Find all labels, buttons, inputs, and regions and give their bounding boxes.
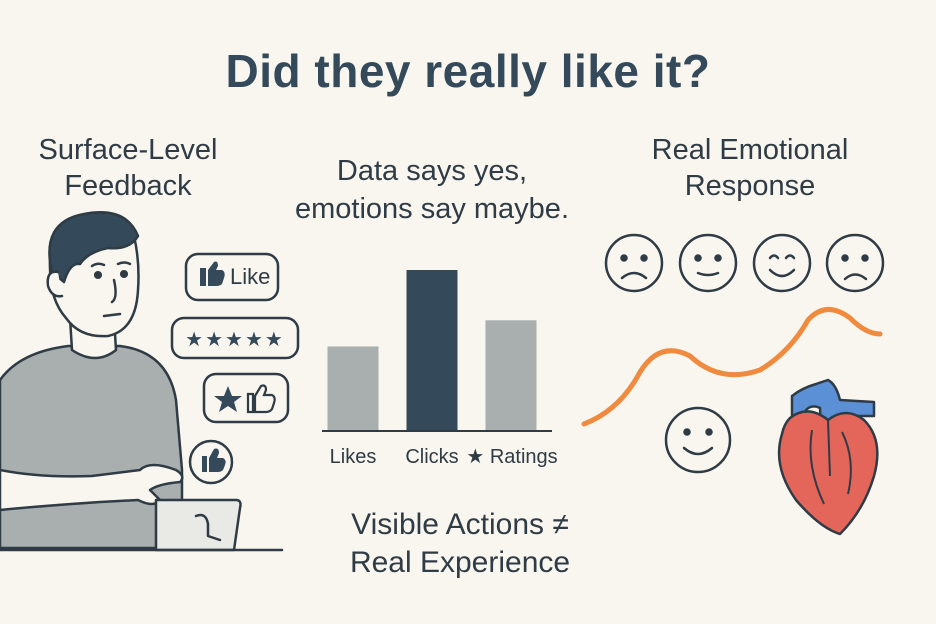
- bar-2: [485, 320, 537, 431]
- data-caption-line1: Data says yes,: [336, 155, 528, 187]
- data-caption: Data says yes, emotions say maybe.: [262, 152, 602, 228]
- surface-level-heading-line2: Feedback: [64, 170, 192, 202]
- surface-level-heading-line1: Surface-Level: [38, 134, 218, 166]
- tablet: [154, 498, 242, 552]
- sad-face-icon: [604, 233, 664, 293]
- emotional-response-heading: Real Emotional Response: [600, 132, 900, 204]
- person-nose: [110, 278, 117, 304]
- worried-face-icon: [825, 233, 885, 293]
- person-eye-left: [93, 270, 103, 280]
- bar-label-0: Likes: [330, 446, 377, 468]
- thumbs-up-icon: [200, 261, 225, 286]
- person-ear: [46, 270, 64, 298]
- happy-face-icon: [752, 233, 812, 293]
- bar-1: [406, 270, 458, 431]
- person-arm: [0, 463, 184, 512]
- person-hair: [48, 211, 140, 284]
- person-illustration: [0, 211, 284, 552]
- thumb-on-tablet: [194, 513, 222, 542]
- five-stars-badge: ★★★★★: [170, 316, 300, 360]
- like-label: Like: [230, 264, 270, 289]
- conclusion-caption: Visible Actions ≠ Real Experience: [300, 506, 620, 582]
- surface-level-heading: Surface-Level Feedback: [18, 132, 238, 204]
- neutral-face-icon: [678, 233, 738, 293]
- person-eye-right: [119, 269, 129, 279]
- data-caption-line2: emotions say maybe.: [294, 193, 569, 225]
- like-badge: Like: [184, 252, 280, 302]
- person-shirt: [0, 344, 184, 550]
- stars-icon: ★★★★★: [185, 327, 285, 351]
- emotional-response-heading-line2: Response: [684, 170, 816, 202]
- thumbs-up-outline-icon: [246, 384, 276, 414]
- heart-icon: [777, 378, 879, 536]
- bar-0: [327, 346, 379, 431]
- star-thumb-badge: [202, 372, 290, 424]
- person-brows: [90, 261, 132, 268]
- thumb-circle-badge: [188, 439, 234, 485]
- conclusion-line1: Visible Actions ≠: [351, 508, 569, 541]
- bar-label-1: Clicks: [405, 446, 458, 468]
- star-icon: [214, 386, 242, 412]
- bar-chart: Likes Clicks ★ Ratings: [322, 270, 558, 468]
- smiling-face-icon: [664, 406, 732, 474]
- bar-label-2: ★ Ratings: [466, 446, 557, 468]
- emotional-response-heading-line1: Real Emotional: [651, 134, 849, 166]
- emotion-wave: [581, 307, 883, 427]
- person-mouth: [102, 312, 122, 318]
- page-title: Did they really like it?: [225, 45, 711, 97]
- thumbs-up-icon-small: [202, 448, 226, 472]
- conclusion-line2: Real Experience: [349, 546, 571, 579]
